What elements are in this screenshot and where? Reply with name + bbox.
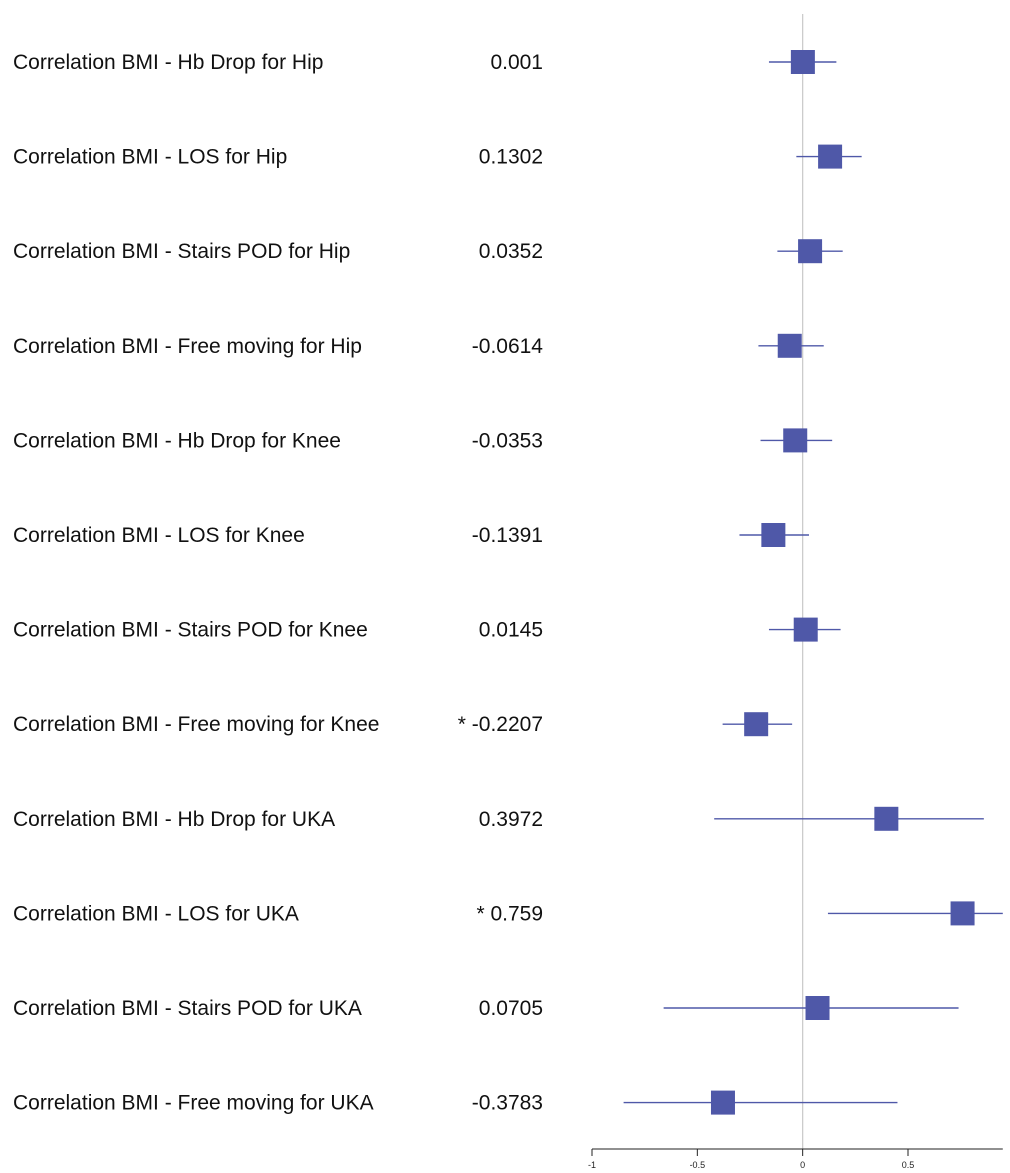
table-row: Correlation BMI - Free moving for UKA -0.…: [13, 1090, 898, 1115]
estimate-marker: [874, 806, 899, 831]
rows-layer: Correlation BMI - Hb Drop for Hip 0.001Co…: [13, 14, 1003, 1149]
estimate-marker: [744, 712, 769, 737]
row-label: Correlation BMI - Hb Drop for Hip: [13, 51, 323, 74]
row-value: * 0.759: [476, 902, 543, 925]
row-label: Correlation BMI - Free moving for Knee: [13, 713, 379, 736]
x-axis: -1 -0.5 0 0.5: [588, 1148, 1003, 1170]
table-row: Correlation BMI - Free moving for Hip -0.…: [13, 333, 824, 358]
estimate-marker: [793, 617, 818, 642]
row-value: 0.1302: [479, 146, 543, 169]
row-label: Correlation BMI - Stairs POD for UKA: [13, 997, 362, 1020]
table-row: Correlation BMI - Hb Drop for UKA 0.3972: [13, 806, 984, 831]
row-value: 0.0145: [479, 619, 543, 642]
table-row: Correlation BMI - Free moving for Knee * …: [13, 712, 793, 737]
row-label: Correlation BMI - LOS for Knee: [13, 524, 305, 547]
table-row: Correlation BMI - LOS for Hip 0.1302: [13, 144, 862, 169]
table-row: Correlation BMI - Hb Drop for Hip 0.001: [13, 50, 837, 74]
row-value: -0.0614: [472, 335, 544, 358]
x-tick-label: 0.5: [902, 1160, 915, 1170]
estimate-marker: [950, 901, 975, 926]
estimate-marker: [790, 50, 815, 74]
x-tick-label: -1: [588, 1160, 596, 1170]
row-label: Correlation BMI - Free moving for UKA: [13, 1092, 374, 1115]
table-row: Correlation BMI - Stairs POD for Knee 0.0…: [13, 617, 841, 642]
table-row: Correlation BMI - LOS for UKA * 0.759: [13, 901, 1003, 926]
row-label: Correlation BMI - Stairs POD for Knee: [13, 619, 368, 642]
row-label: Correlation BMI - Hb Drop for Knee: [13, 429, 341, 452]
x-tick-label: 0: [800, 1160, 805, 1170]
table-row: Correlation BMI - LOS for Knee -0.1391: [13, 523, 809, 547]
estimate-marker: [783, 428, 808, 453]
table-row: Correlation BMI - Stairs POD for Hip 0.03…: [13, 239, 843, 264]
row-value: 0.0705: [479, 997, 543, 1020]
estimate-marker: [798, 239, 823, 264]
row-label: Correlation BMI - Hb Drop for UKA: [13, 808, 335, 831]
row-value: 0.0352: [479, 240, 543, 263]
table-row: Correlation BMI - Hb Drop for Knee -0.035…: [13, 428, 833, 453]
estimate-marker: [777, 333, 802, 358]
x-tick-label: -0.5: [690, 1160, 706, 1170]
table-row: Correlation BMI - Stairs POD for UKA 0.07…: [13, 996, 959, 1020]
row-value: 0.3972: [479, 808, 543, 831]
row-value: * -0.2207: [458, 713, 543, 736]
row-value: -0.1391: [472, 524, 543, 547]
row-label: Correlation BMI - Stairs POD for Hip: [13, 240, 350, 263]
estimate-marker: [805, 996, 830, 1020]
estimate-marker: [710, 1090, 735, 1115]
row-value: -0.3783: [472, 1092, 543, 1115]
row-label: Correlation BMI - LOS for Hip: [13, 146, 287, 169]
row-value: 0.001: [490, 51, 543, 74]
row-label: Correlation BMI - Free moving for Hip: [13, 335, 362, 358]
row-value: -0.0353: [472, 429, 543, 452]
row-label: Correlation BMI - LOS for UKA: [13, 902, 299, 925]
estimate-marker: [818, 144, 843, 169]
estimate-marker: [761, 523, 786, 547]
